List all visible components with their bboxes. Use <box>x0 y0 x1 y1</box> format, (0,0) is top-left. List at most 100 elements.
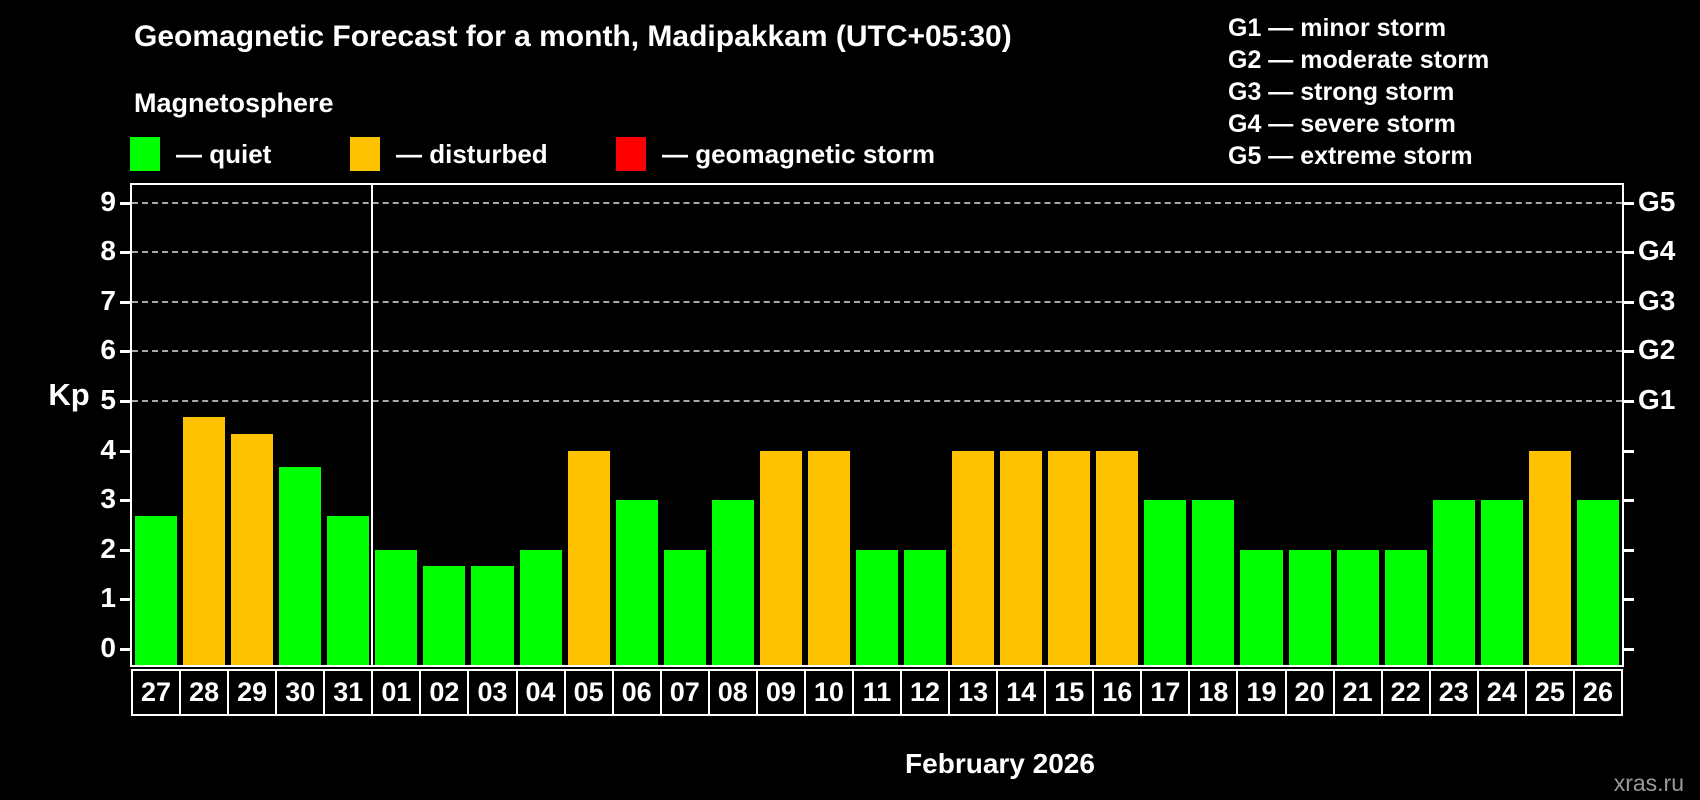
kp-bar-day-21 <box>1336 549 1379 665</box>
day-label-box: 05 <box>563 669 614 716</box>
g-level-label-g1: G1 <box>1638 383 1676 415</box>
day-label-box: 06 <box>611 669 662 716</box>
kp-bar-day-24 <box>1480 500 1523 665</box>
y-axis-tick-right <box>1624 449 1634 453</box>
kp-bar-day-29 <box>231 434 274 665</box>
day-label-box: 14 <box>996 669 1047 716</box>
y-axis-tick-right <box>1624 201 1634 205</box>
y-axis-tick-label: 2 <box>100 532 116 564</box>
y-axis-tick-label: 6 <box>100 334 116 366</box>
g-level-label-g3: G3 <box>1638 284 1676 316</box>
kp-bar-day-06 <box>615 500 658 665</box>
day-label-box: 28 <box>179 669 230 716</box>
g-scale-legend: G1 — minor storm G2 — moderate storm G3 — … <box>1228 12 1489 172</box>
day-label-box: 18 <box>1188 669 1239 716</box>
g-legend-line-1: G1 — minor storm <box>1228 14 1447 42</box>
day-label-box: 25 <box>1524 669 1575 716</box>
day-label-box: 11 <box>851 669 903 716</box>
kp-bar-day-13 <box>952 450 995 665</box>
day-label-box: 16 <box>1092 669 1143 716</box>
y-axis-tick-label: 1 <box>100 582 116 614</box>
day-label-box: 30 <box>275 669 326 716</box>
kp-bar-day-02 <box>423 565 466 665</box>
day-label-box: 12 <box>900 669 951 716</box>
y-axis-tick-left <box>120 449 130 453</box>
gridline-g2 <box>132 350 1622 353</box>
day-label-box: 13 <box>948 669 999 716</box>
day-label-box: 03 <box>467 669 518 716</box>
gridline-g3 <box>132 300 1622 303</box>
day-label-box: 31 <box>323 669 374 716</box>
day-label-box: 21 <box>1332 669 1383 716</box>
day-label-box: 27 <box>131 669 182 716</box>
color-legend: — quiet — disturbed — geomagnetic storm <box>0 136 1100 176</box>
day-label-box: 09 <box>755 669 806 716</box>
kp-bar-day-15 <box>1048 450 1091 665</box>
day-label-box: 04 <box>515 669 566 716</box>
y-axis-tick-right <box>1624 350 1634 354</box>
chart-title: Geomagnetic Forecast for a month, Madipa… <box>134 20 1012 53</box>
kp-bar-day-07 <box>663 549 706 665</box>
y-axis-tick-left <box>120 598 130 602</box>
gridline-g5 <box>132 201 1622 204</box>
kp-bar-day-08 <box>711 500 754 665</box>
plot-area <box>120 183 1634 667</box>
legend-item-quiet: — quiet <box>130 136 271 172</box>
day-label-box: 22 <box>1380 669 1431 716</box>
y-axis-tick-left <box>120 251 130 255</box>
y-axis-tick-right <box>1624 399 1634 403</box>
g-legend-line-5: G5 — extreme storm <box>1228 142 1473 170</box>
day-label-box: 29 <box>227 669 278 716</box>
kp-bar-day-14 <box>1000 450 1043 665</box>
kp-bar-day-28 <box>183 417 226 665</box>
legend-label: — geomagnetic storm <box>662 138 936 169</box>
y-axis-tick-left <box>120 399 130 403</box>
kp-bar-day-04 <box>519 549 562 665</box>
kp-bar-day-09 <box>759 450 802 665</box>
kp-bar-day-17 <box>1144 500 1187 665</box>
day-label-box: 19 <box>1236 669 1287 716</box>
y-axis-tick-label: 7 <box>100 284 116 316</box>
day-label-box: 10 <box>803 669 854 716</box>
day-label-box: 02 <box>419 669 470 716</box>
kp-bar-day-11 <box>855 549 899 665</box>
chart-subtitle: Magnetosphere <box>134 88 334 118</box>
legend-label: — disturbed <box>396 138 548 169</box>
y-axis-tick-right <box>1624 548 1634 552</box>
gridline-g1 <box>132 399 1622 402</box>
legend-label: — quiet <box>176 138 272 169</box>
y-axis-tick-left <box>120 350 130 354</box>
y-axis-tick-left <box>120 201 130 205</box>
y-axis-tick-label: 5 <box>100 383 116 415</box>
y-axis-tick-right <box>1624 598 1634 602</box>
day-label-box: 08 <box>707 669 758 716</box>
y-axis-tick-label: 0 <box>100 631 116 663</box>
y-axis-tick-label: 3 <box>100 483 116 515</box>
kp-bar-day-19 <box>1240 549 1283 665</box>
y-axis-tick-left <box>120 548 130 552</box>
y-axis-tick-label: 4 <box>100 433 116 465</box>
y-axis-tick-right <box>1624 251 1634 255</box>
day-label-box: 24 <box>1476 669 1527 716</box>
legend-item-storm: — geomagnetic storm <box>616 136 935 172</box>
y-axis-tick-right <box>1624 647 1634 651</box>
kp-bar-day-05 <box>567 450 610 665</box>
g-level-label-g5: G5 <box>1638 185 1676 217</box>
kp-bar-day-25 <box>1528 450 1571 665</box>
kp-bar-day-10 <box>807 450 850 665</box>
day-label-box: 23 <box>1428 669 1479 716</box>
g-legend-line-3: G3 — strong storm <box>1228 78 1455 106</box>
watermark: xras.ru <box>1613 770 1684 796</box>
y-axis-tick-left <box>120 499 130 503</box>
g-level-label-g2: G2 <box>1638 334 1676 366</box>
legend-item-disturbed: — disturbed <box>350 136 548 172</box>
storm-swatch-icon <box>616 137 646 171</box>
kp-bar-day-18 <box>1192 500 1235 665</box>
quiet-swatch-icon <box>130 137 160 171</box>
kp-bar-day-16 <box>1096 450 1139 665</box>
disturbed-swatch-icon <box>350 137 380 171</box>
y-axis-title: Kp <box>48 377 90 412</box>
kp-bar-day-23 <box>1432 500 1475 665</box>
kp-bar-day-31 <box>327 516 370 665</box>
